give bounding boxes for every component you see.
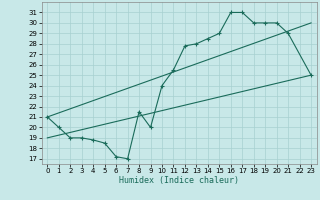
X-axis label: Humidex (Indice chaleur): Humidex (Indice chaleur): [119, 176, 239, 185]
